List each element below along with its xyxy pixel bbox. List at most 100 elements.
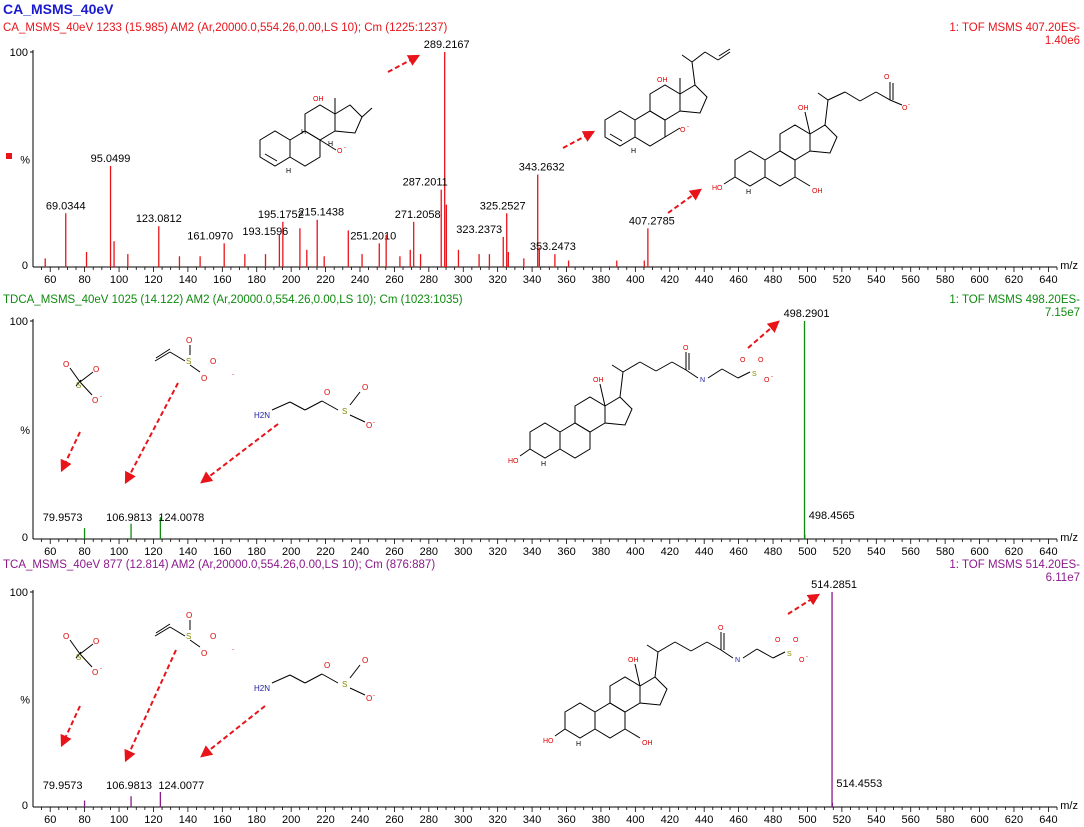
- x-tick-label: 360: [557, 546, 575, 558]
- x-tick-label: 220: [316, 274, 334, 286]
- x-tick-label: 120: [144, 814, 162, 826]
- panel-header-left: TCA_MSMS_40eV 877 (12.814) AM2 (Ar,20000…: [3, 559, 435, 571]
- x-tick-label: 620: [1005, 814, 1023, 826]
- svg-text:O: O: [793, 637, 799, 644]
- spectrum-panel-1: CA_MSMS_40eV 1233 (15.985) AM2 (Ar,20000…: [3, 22, 1080, 286]
- peak-label: 514.2851: [811, 579, 857, 591]
- x-tick-label: 200: [282, 546, 300, 558]
- structure-vinylsulfonate: S O O O -: [154, 336, 234, 383]
- svg-text:O: O: [337, 148, 343, 155]
- oh-label: OH: [313, 96, 324, 103]
- peak-label: 353.2473: [530, 241, 576, 253]
- panel-header-left: CA_MSMS_40eV 1233 (15.985) AM2 (Ar,20000…: [3, 22, 447, 34]
- page-title: CA_MSMS_40eV: [3, 1, 114, 17]
- svg-text:H: H: [576, 741, 581, 748]
- svg-text:H2N: H2N: [254, 411, 270, 420]
- svg-text:O: O: [92, 668, 98, 677]
- fragment-arrow: [60, 705, 81, 748]
- x-tick-label: 540: [867, 814, 885, 826]
- x-tick-label: 80: [79, 546, 91, 558]
- svg-text:-: -: [100, 666, 102, 672]
- fragment-arrow: [667, 188, 702, 214]
- x-tick-label: 520: [833, 814, 851, 826]
- svg-text:S: S: [76, 381, 81, 390]
- x-tick-label: 80: [79, 814, 91, 826]
- x-tick-label: 200: [282, 814, 300, 826]
- svg-text:O: O: [758, 357, 764, 364]
- svg-text:-: -: [687, 124, 689, 130]
- structure-taurocholate: OH O N HO OH S O O O - H: [543, 625, 808, 748]
- y-tick-label: 0: [22, 260, 28, 272]
- x-tick-label: 140: [179, 274, 197, 286]
- svg-text:O: O: [201, 374, 207, 383]
- peak-label: 95.0499: [91, 153, 131, 165]
- peak-label: 514.4553: [836, 778, 882, 790]
- svg-text:O: O: [366, 421, 372, 430]
- svg-text:-: -: [373, 693, 375, 699]
- peak-label: 161.0970: [187, 230, 233, 242]
- x-tick-label: 460: [729, 274, 747, 286]
- svg-text:O: O: [683, 345, 689, 352]
- x-tick-label: 500: [798, 814, 816, 826]
- y-axis-label: %: [20, 695, 30, 707]
- svg-text:S: S: [342, 680, 347, 689]
- x-tick-label: 440: [695, 546, 713, 558]
- peak-label: 498.4565: [809, 510, 855, 522]
- peak-label: 343.2632: [519, 162, 565, 174]
- x-tick-label: 260: [385, 274, 403, 286]
- x-tick-label: 560: [902, 274, 920, 286]
- peak-label: 215.1438: [298, 207, 344, 219]
- x-tick-label: 320: [488, 814, 506, 826]
- x-axis-label: m/z: [1060, 532, 1078, 544]
- y-tick-label: 0: [22, 532, 28, 544]
- svg-text:O: O: [362, 656, 368, 665]
- x-tick-label: 120: [144, 546, 162, 558]
- fragment-arrow: [124, 382, 179, 485]
- svg-text:H: H: [631, 148, 636, 155]
- peak-label: 124.0078: [158, 512, 204, 524]
- svg-text:-: -: [344, 145, 346, 151]
- svg-text:H: H: [746, 189, 751, 196]
- svg-text:-: -: [908, 102, 910, 108]
- peak-label: 271.2058: [395, 209, 441, 221]
- svg-text:O: O: [186, 611, 192, 620]
- svg-text:N: N: [700, 377, 705, 384]
- x-tick-label: 240: [351, 274, 369, 286]
- panel-header-left: TDCA_MSMS_40eV 1025 (14.122) AM2 (Ar,200…: [3, 294, 463, 306]
- peak-label: 287.2011: [403, 177, 448, 189]
- x-tick-label: 600: [970, 814, 988, 826]
- structure-taurodeoxycholate: OH O N HO S O O O - H: [508, 345, 773, 468]
- y-axis-label: %: [20, 425, 30, 437]
- peak-label: 251.2010: [350, 230, 396, 242]
- svg-text:O: O: [775, 637, 781, 644]
- svg-text:-: -: [806, 654, 808, 660]
- svg-text:O: O: [324, 661, 330, 670]
- svg-text:H: H: [286, 168, 291, 175]
- x-tick-label: 260: [385, 546, 403, 558]
- svg-text:S: S: [186, 357, 191, 366]
- svg-text:O: O: [92, 396, 98, 405]
- panel-header-right: 1: TOF MSMS 407.20ES-: [949, 22, 1080, 34]
- x-tick-label: 300: [454, 546, 472, 558]
- spectrum-panel-2: TDCA_MSMS_40eV 1025 (14.122) AM2 (Ar,200…: [3, 294, 1080, 558]
- x-tick-label: 220: [316, 814, 334, 826]
- x-tick-label: 360: [557, 814, 575, 826]
- svg-text:O: O: [902, 105, 908, 112]
- y-tick-label: 100: [10, 47, 28, 59]
- svg-text:O: O: [362, 383, 368, 392]
- x-tick-label: 540: [867, 274, 885, 286]
- svg-text:S: S: [76, 653, 81, 662]
- x-tick-label: 600: [970, 274, 988, 286]
- x-tick-label: 400: [626, 274, 644, 286]
- x-tick-label: 440: [695, 274, 713, 286]
- x-axis-label: m/z: [1060, 260, 1078, 272]
- svg-text:-: -: [232, 372, 234, 378]
- svg-text:S: S: [342, 407, 347, 416]
- structure-cholenic-fragment: OH O - H: [604, 48, 731, 155]
- x-tick-label: 340: [523, 274, 541, 286]
- svg-text:H: H: [328, 141, 333, 148]
- x-tick-label: 540: [867, 546, 885, 558]
- x-tick-label: 500: [798, 546, 816, 558]
- peak-label: 79.9573: [43, 512, 83, 524]
- x-tick-label: 480: [764, 814, 782, 826]
